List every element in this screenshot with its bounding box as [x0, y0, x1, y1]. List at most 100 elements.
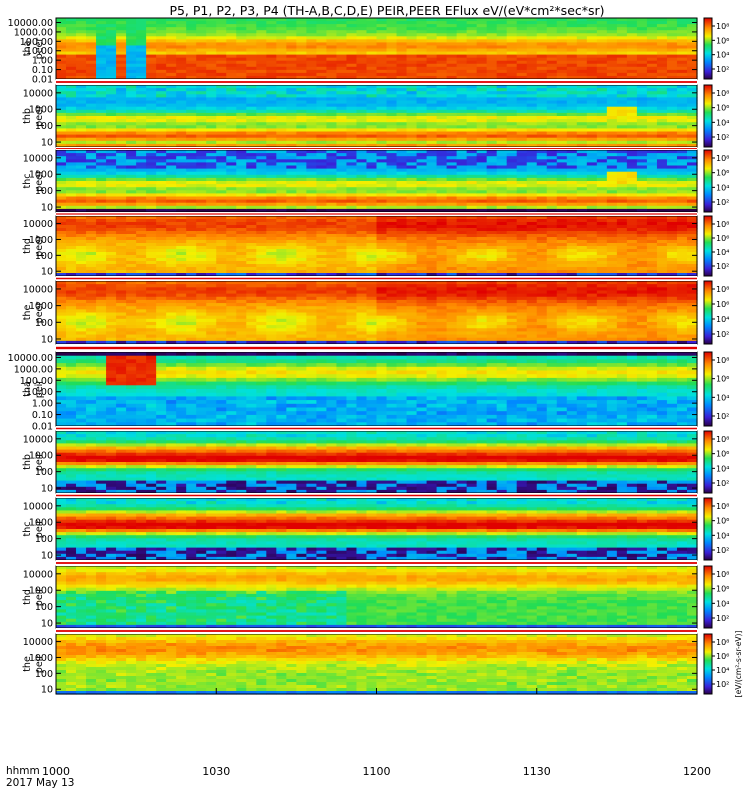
y-tick-label: 10000 — [23, 153, 53, 164]
y-tick-label: 100.00 — [20, 37, 53, 48]
y-tick-label: 10.00 — [26, 387, 53, 398]
spectrogram-panel-thb-peer: 10000 1000 100 10 thb peer 10⁸ 10⁶ 10⁴ 10² — [22, 84, 729, 149]
colorbar-tick-label: 10² — [716, 479, 729, 488]
colorbar-tick-label: 10⁴ — [716, 183, 729, 192]
y-tick-label: 10000.00 — [8, 353, 53, 364]
y-tick-label: 10000 — [23, 284, 53, 295]
panel-label-species: peir — [34, 380, 45, 399]
y-tick-label: 10 — [41, 334, 53, 345]
panel-separator-stripe — [56, 346, 697, 350]
y-tick-label: 10 — [41, 551, 53, 562]
y-tick-label: 1000 — [29, 235, 53, 246]
panel-label-probe: thb — [22, 454, 33, 470]
y-tick-label: 10000.00 — [8, 18, 53, 29]
panel-separator-stripe — [56, 148, 697, 150]
y-tick-label: 10 — [41, 138, 53, 149]
y-tick-label: 100 — [35, 251, 53, 262]
colorbar-tick-label: 10² — [716, 614, 729, 623]
y-tick-label: 0.10 — [32, 65, 53, 76]
colorbar-tick-label: 10² — [716, 133, 729, 142]
panel-label-species: peir — [34, 453, 45, 472]
y-tick-label: 1000.00 — [14, 364, 53, 375]
panel-label-probe: thb — [22, 108, 33, 124]
y-tick-label: 10 — [41, 685, 53, 696]
panel-label-species: peer — [34, 105, 45, 127]
colorbar — [703, 633, 713, 695]
panel-label-probe: thc — [22, 174, 33, 189]
colorbar-tick-label: 10⁴ — [716, 464, 729, 473]
spectrogram-panel-thc-peir: 10000 1000 100 10 thc peir 10⁸ 10⁶ 10⁴ 10² — [22, 497, 729, 562]
y-tick-label: 0.01 — [32, 75, 53, 86]
chart-title: P5, P1, P2, P3, P4 (TH-A,B,C,D,E) PEIR,P… — [169, 3, 604, 18]
colorbar-tick-label: 10⁶ — [716, 169, 729, 178]
y-tick-label: 100 — [35, 669, 53, 680]
y-tick-label: 10 — [41, 203, 53, 214]
colorbar — [703, 497, 713, 561]
y-tick-label: 100 — [35, 534, 53, 545]
spectrogram-cells — [56, 85, 698, 148]
y-tick-label: 10 — [41, 619, 53, 630]
panel-label-probe: thd — [22, 238, 33, 254]
colorbar-tick-label: 10⁴ — [716, 666, 729, 675]
x-tick-label: 1030 — [202, 765, 230, 778]
x-tick-label: 1100 — [363, 765, 391, 778]
spectrogram-panel-thc-peer: 10000 1000 100 10 thc peer 10⁸ 10⁶ 10⁴ 10² — [22, 149, 729, 214]
colorbar-tick-label: 10² — [716, 262, 729, 271]
panel-label-species: peer — [34, 235, 45, 257]
y-tick-label: 10000 — [23, 637, 53, 648]
y-tick-label: 10000 — [23, 219, 53, 230]
y-tick-label: 10000 — [23, 434, 53, 445]
colorbar-tick-label: 10⁸ — [716, 502, 729, 511]
y-tick-label: 10 — [41, 484, 53, 495]
spectrogram-panel-the-peer: 10000 1000 100 10 the peer 10⁸ 10⁶ 10⁴ 10² — [22, 280, 729, 345]
colorbar — [703, 430, 713, 494]
x-tick-label: 1000 — [42, 765, 70, 778]
colorbar-tick-label: 10⁸ — [716, 220, 729, 229]
panel-label-probe: the — [22, 656, 33, 672]
colorbar-tick-label: 10⁴ — [716, 393, 729, 402]
colorbar-tick-label: 10⁴ — [716, 118, 729, 127]
y-tick-label: 0.01 — [32, 422, 53, 433]
y-tick-label: 100 — [35, 186, 53, 197]
colorbar — [703, 215, 713, 277]
y-tick-label: 10 — [41, 267, 53, 278]
colorbar-tick-label: 10⁸ — [716, 435, 729, 444]
colorbar-tick-label: 10⁸ — [716, 638, 729, 647]
y-tick-label: 1000 — [29, 451, 53, 462]
colorbar-tick-label: 10⁶ — [716, 375, 729, 384]
y-tick-label: 10000 — [23, 569, 53, 580]
colorbar-tick-label: 10² — [716, 198, 729, 207]
y-tick-label: 1000 — [29, 518, 53, 529]
panel-label-probe: tha — [22, 41, 33, 57]
spectrogram-cells — [56, 431, 698, 494]
colorbar-tick-label: 10⁴ — [716, 531, 729, 540]
panel-label-species: peer — [34, 170, 45, 192]
y-tick-label: 1000 — [29, 105, 53, 116]
colorbar-unit-label: [eV/(cm²-s-sr-eV)] — [734, 631, 743, 698]
y-tick-label: 100 — [35, 121, 53, 132]
spectrogram-cells — [56, 281, 698, 345]
colorbar-tick-label: 10² — [716, 330, 729, 339]
y-tick-label: 100 — [35, 602, 53, 613]
panel-separator-stripe — [56, 562, 697, 564]
panels-group: 10000.001000.00100.0010.001.000.100.01th… — [8, 17, 743, 698]
spectrogram-cells — [56, 18, 698, 80]
colorbar-tick-label: 10⁶ — [716, 36, 729, 45]
spectrogram-cells — [56, 498, 698, 561]
colorbar-tick-label: 10⁶ — [716, 450, 729, 459]
spectrogram-cells — [56, 634, 698, 695]
colorbar-tick-label: 10⁶ — [716, 585, 729, 594]
y-tick-label: 10000 — [23, 501, 53, 512]
colorbar — [703, 280, 713, 345]
colorbar-tick-label: 10⁶ — [716, 104, 729, 113]
colorbar-tick-label: 10⁶ — [716, 517, 729, 526]
y-tick-label: 0.10 — [32, 410, 53, 421]
y-tick-label: 100 — [35, 318, 53, 329]
spectrogram-panel-the-peir: 10000 1000 100 10 the peir 10⁸ 10⁶ 10⁴ 10² [eV/(cm… — [22, 631, 743, 698]
panel-label-species: peir — [34, 655, 45, 674]
y-tick-label: 1.00 — [32, 399, 53, 410]
colorbar — [703, 149, 713, 213]
panel-separator-stripe — [56, 213, 697, 215]
